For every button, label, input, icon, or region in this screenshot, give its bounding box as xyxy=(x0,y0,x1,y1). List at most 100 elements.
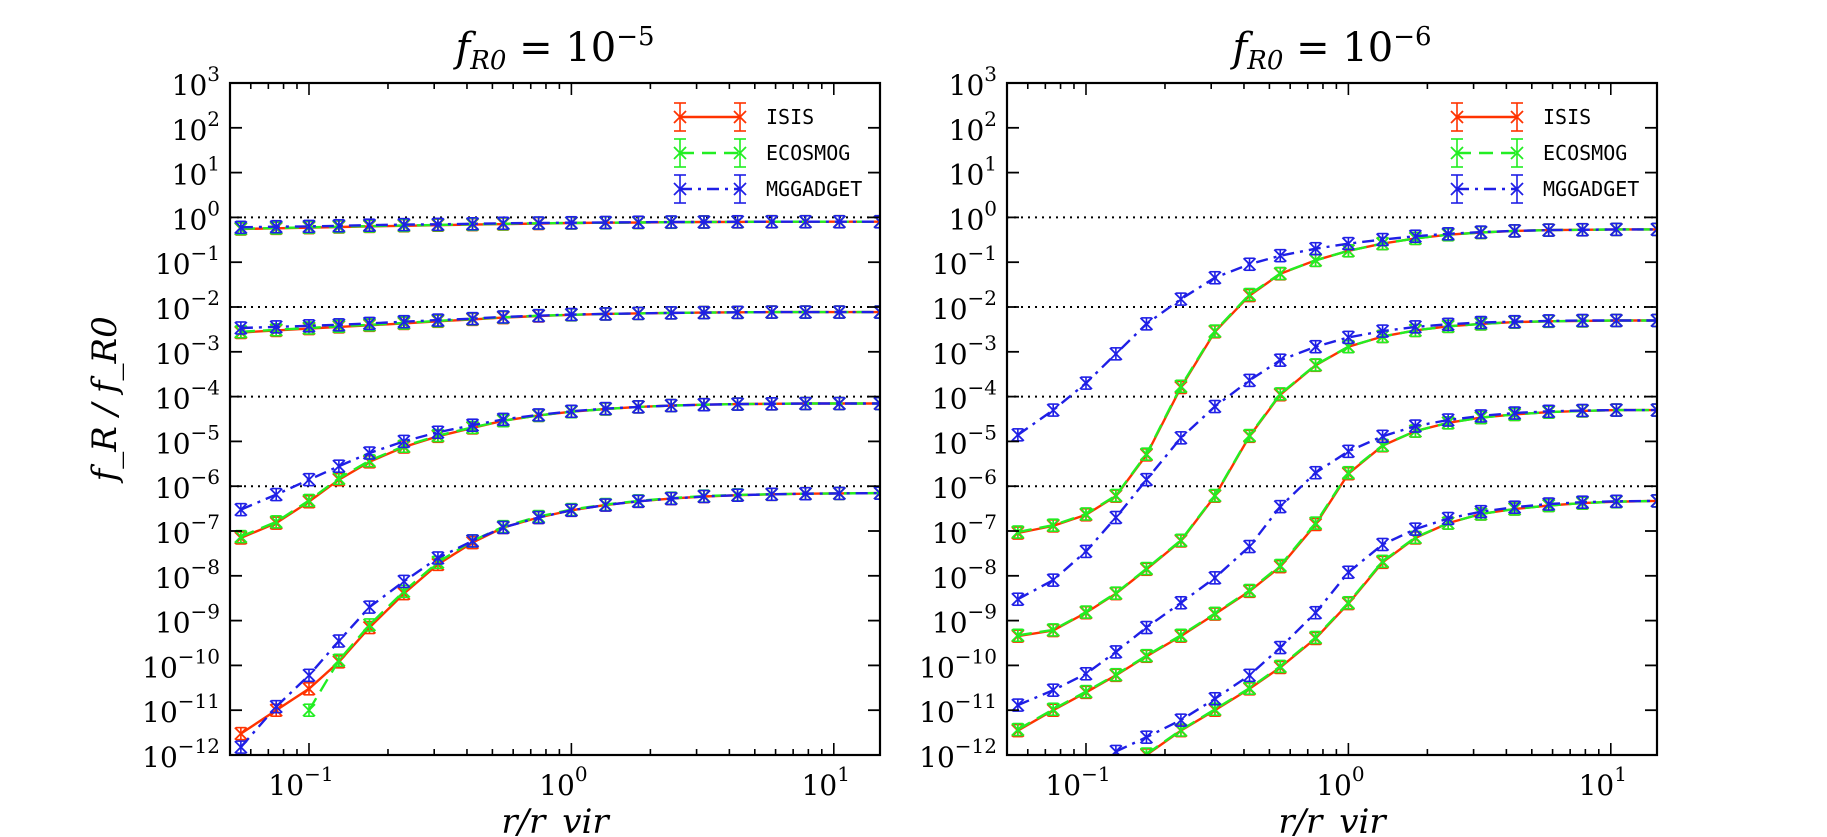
data-point-mggadget xyxy=(1341,236,1356,251)
data-point-ecosmog xyxy=(1174,628,1188,643)
legend-label-isis: ISIS xyxy=(1543,105,1591,129)
data-point-mggadget xyxy=(496,216,510,231)
data-point-ecosmog xyxy=(1273,558,1287,573)
data-point-ecosmog xyxy=(1011,525,1025,539)
data-point-mggadget xyxy=(1408,522,1423,536)
data-point-mggadget xyxy=(664,398,678,413)
legend-marker-ecosmog xyxy=(673,138,687,168)
data-point-ecosmog xyxy=(302,493,316,508)
data-point-mggadget xyxy=(631,215,646,230)
data-point-ecosmog xyxy=(332,653,346,668)
y-tick-label: 100 xyxy=(949,196,997,236)
legend-marker-isis xyxy=(1510,102,1524,132)
data-point-mggadget xyxy=(1408,419,1423,433)
series-line-ecosmog xyxy=(240,310,880,333)
data-point-mggadget xyxy=(1139,730,1154,744)
data-point-mggadget xyxy=(697,489,711,504)
data-point-mggadget xyxy=(664,491,678,506)
data-point-ecosmog xyxy=(1242,583,1257,598)
y-tick-label: 10−6 xyxy=(155,465,220,505)
y-tick-label: 102 xyxy=(949,107,997,147)
y-tick-label: 103 xyxy=(949,62,997,102)
series-line-isis xyxy=(240,402,880,540)
data-point-mggadget xyxy=(397,314,411,329)
series-line-mggadget xyxy=(239,491,880,748)
y-tick-label: 10−2 xyxy=(155,286,220,326)
data-point-mggadget xyxy=(1609,222,1623,237)
y-tick-label: 10−10 xyxy=(919,644,997,684)
data-point-mggadget xyxy=(598,498,613,512)
data-point-mggadget xyxy=(362,316,377,331)
y-tick-label: 10−7 xyxy=(155,510,220,550)
data-point-ecosmog xyxy=(1011,628,1025,643)
data-point-mggadget xyxy=(431,551,445,565)
data-point-ecosmog xyxy=(1208,606,1222,621)
data-point-mggadget xyxy=(269,699,283,714)
data-point-mggadget xyxy=(1441,511,1455,526)
data-point-ecosmog xyxy=(1046,623,1060,637)
data-point-mggadget xyxy=(431,313,445,327)
x-tick-label: 10−1 xyxy=(1045,762,1110,802)
data-point-mggadget xyxy=(564,404,579,419)
legend-marker-isis xyxy=(673,102,687,132)
data-point-mggadget xyxy=(1408,229,1423,244)
data-point-mggadget xyxy=(397,574,411,589)
series-line-ecosmog xyxy=(1017,408,1657,731)
data-point-mggadget xyxy=(1650,494,1657,508)
data-point-mggadget xyxy=(496,310,510,324)
data-point-ecosmog xyxy=(1139,648,1154,663)
x-axis-label: r/r_vir xyxy=(1278,802,1387,837)
series-line-mggadget xyxy=(1017,228,1657,436)
data-point-mggadget xyxy=(1650,313,1657,328)
legend: ISIS ECOSMOG MGGADGET xyxy=(1450,102,1639,204)
data-point-mggadget xyxy=(332,218,346,233)
legend-marker-mggadget xyxy=(733,174,747,204)
data-point-mggadget xyxy=(1408,320,1423,334)
data-point-mggadget xyxy=(302,219,316,234)
data-point-mggadget xyxy=(431,425,445,440)
data-point-ecosmog xyxy=(1242,428,1257,443)
y-tick-label: 10−1 xyxy=(155,241,220,281)
data-point-ecosmog xyxy=(1079,507,1093,521)
data-point-mggadget xyxy=(1079,666,1093,681)
data-point-mggadget xyxy=(234,321,248,335)
series-line-mggadget xyxy=(1017,408,1657,707)
legend-marker-isis xyxy=(733,102,747,132)
y-tick-label: 10−2 xyxy=(932,286,997,326)
data-point-mggadget xyxy=(1046,683,1060,697)
y-tick-label: 10−12 xyxy=(919,734,997,774)
data-point-mggadget xyxy=(832,486,846,501)
data-point-mggadget xyxy=(873,305,880,319)
data-point-mggadget xyxy=(765,487,779,502)
data-point-ecosmog xyxy=(1109,488,1123,503)
data-point-mggadget xyxy=(1609,313,1623,328)
data-point-ecosmog xyxy=(269,515,283,529)
data-point-mggadget xyxy=(1109,645,1123,659)
data-point-mggadget xyxy=(1441,413,1455,427)
data-point-mggadget xyxy=(431,217,445,232)
data-point-mggadget xyxy=(1650,222,1657,237)
chart-panel-2: 10310210110010−110−210−310−410−510−610−7… xyxy=(919,22,1659,837)
data-point-mggadget xyxy=(1079,544,1093,559)
x-tick-label: 101 xyxy=(1579,762,1627,802)
data-point-mggadget xyxy=(598,307,613,321)
data-point-mggadget xyxy=(765,397,779,411)
data-point-mggadget xyxy=(1208,270,1222,285)
data-point-mggadget xyxy=(234,502,248,517)
data-point-ecosmog xyxy=(1109,586,1123,600)
data-point-mggadget xyxy=(397,434,411,449)
data-point-ecosmog xyxy=(1109,667,1123,682)
data-point-mggadget xyxy=(873,396,880,411)
data-point-mggadget xyxy=(362,600,377,614)
data-point-mggadget xyxy=(798,305,813,319)
data-point-mggadget xyxy=(1650,403,1657,417)
data-point-mggadget xyxy=(1046,573,1060,587)
data-point-mggadget xyxy=(697,397,711,412)
data-point-mggadget xyxy=(1242,257,1257,272)
plot-frame xyxy=(228,81,882,757)
data-point-mggadget xyxy=(1375,429,1390,444)
legend-marker-isis xyxy=(1450,102,1464,132)
data-point-mggadget xyxy=(269,487,283,502)
y-tick-label: 10−5 xyxy=(155,420,220,460)
